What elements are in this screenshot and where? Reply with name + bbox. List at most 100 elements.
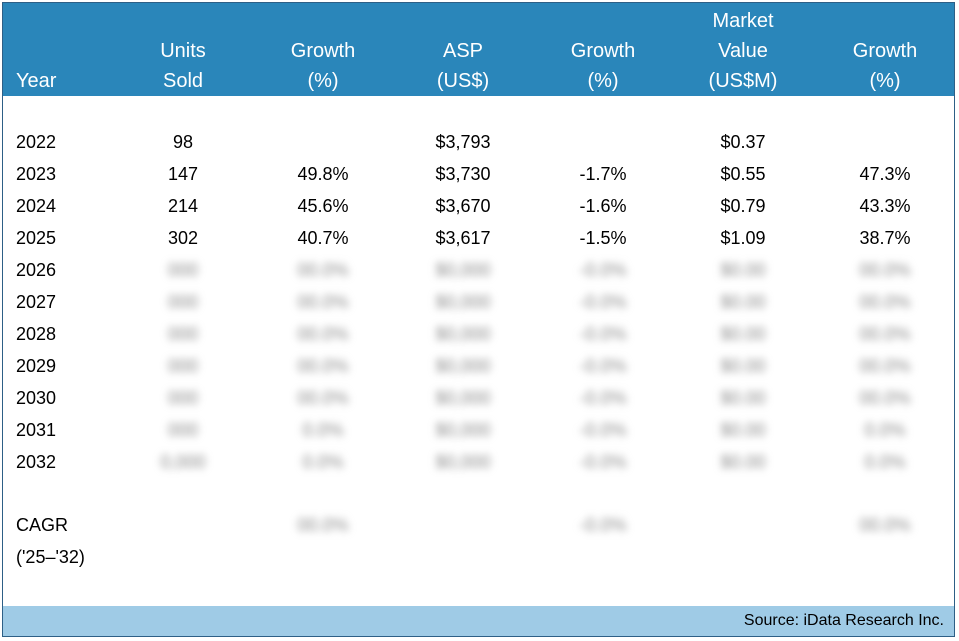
cell-value_growth-2029: 00.0%: [859, 356, 911, 376]
header-asp: ASP (US$): [413, 36, 513, 96]
table-row-2029: 2029 000 00.0% $0,000 -0.0% $0.00 00.0%: [3, 350, 954, 382]
cell-year-2028: 2028: [16, 324, 57, 344]
cell-asp_growth-2027: -0.0%: [579, 292, 627, 312]
header-value-line-1: Market: [712, 10, 774, 32]
cell-value_growth-2030: 00.0%: [859, 388, 911, 408]
cell-value_growth-2023: 47.3%: [859, 164, 911, 184]
header-asp-line-1: ASP: [442, 40, 484, 62]
header-units-line-2: Sold: [162, 70, 204, 92]
cell-value-2023: $0.55: [720, 164, 766, 184]
cell-year-2027: 2027: [16, 292, 57, 312]
cell-year-2032: 2032: [16, 452, 57, 472]
cell-asp-2030: $0,000: [435, 388, 491, 408]
cagr-label-line-2: ('25–'32): [16, 547, 85, 567]
cell-year-2022: 2022: [16, 132, 57, 152]
table-row-2030: 2030 000 00.0% $0,000 -0.0% $0.00 00.0%: [3, 382, 954, 414]
header-value_growth-line-1: Growth: [852, 40, 918, 62]
cagr-asp_growth: -0.0%: [579, 515, 627, 535]
cell-value_growth-2027: 00.0%: [859, 292, 911, 312]
cell-year-2029: 2029: [16, 356, 57, 376]
cell-units-2027: 000: [167, 292, 199, 312]
cagr-value_growth: 00.0%: [859, 515, 911, 535]
cell-asp_growth-2030: -0.0%: [579, 388, 627, 408]
header-asp-line-2: (US$): [436, 70, 490, 92]
cell-units_growth-2030: 00.0%: [297, 388, 349, 408]
cell-asp_growth-2029: -0.0%: [579, 356, 627, 376]
cell-asp-2027: $0,000: [435, 292, 491, 312]
header-units_growth: Growth (%): [273, 36, 373, 96]
table-row-cagr: 00.0% -0.0% 00.0%: [3, 509, 954, 541]
header-value-line-2: Value: [718, 40, 768, 62]
cell-asp_growth-2026: -0.0%: [579, 260, 627, 280]
header-year-line-1: Year: [16, 70, 57, 92]
cell-year-2031: 2031: [16, 420, 57, 440]
table-row-2022: 2022 98 $3,793 $0.37: [3, 126, 954, 158]
cell-asp-2028: $0,000: [435, 324, 491, 344]
cell-units-2029: 000: [167, 356, 199, 376]
cell-units-2026: 000: [167, 260, 199, 280]
cell-units_growth-2024: 45.6%: [297, 196, 349, 216]
cell-units_growth-2029: 00.0%: [297, 356, 349, 376]
source-footer: Source: iData Research Inc.: [3, 606, 954, 636]
cell-value-2027: $0.00: [720, 292, 766, 312]
cell-units-2028: 000: [167, 324, 199, 344]
cell-year-2030: 2030: [16, 388, 57, 408]
cell-value_growth-2026: 00.0%: [859, 260, 911, 280]
cell-units_growth-2028: 00.0%: [297, 324, 349, 344]
cell-value_growth-2025: 38.7%: [859, 228, 911, 248]
cell-value-2030: $0.00: [720, 388, 766, 408]
cell-value_growth-2028: 00.0%: [859, 324, 911, 344]
cell-units-2025: 302: [167, 228, 199, 248]
header-asp_growth-line-1: Growth: [570, 40, 636, 62]
table-row-2028: 2028 000 00.0% $0,000 -0.0% $0.00 00.0%: [3, 318, 954, 350]
table-row-2032: 2032 0,000 0.0% $0,000 -0.0% $0.00 0.0%: [3, 446, 954, 478]
header-asp_growth-line-2: (%): [587, 70, 619, 92]
cell-units_growth-2027: 00.0%: [297, 292, 349, 312]
cell-year-2024: 2024: [16, 196, 57, 216]
cell-value_growth-2031: 0.0%: [864, 420, 906, 440]
header-units_growth-line-2: (%): [307, 70, 339, 92]
table-row-2024: 2024 214 45.6% $3,670 -1.6% $0.79 43.3%: [3, 190, 954, 222]
cagr-label: CAGR ('25–'32): [16, 509, 85, 573]
source-text: Source: iData Research Inc.: [743, 612, 944, 629]
cell-asp_growth-2024: -1.6%: [579, 196, 627, 216]
cell-year-2026: 2026: [16, 260, 57, 280]
table-row-2031: 2031 000 0.0% $0,000 -0.0% $0.00 0.0%: [3, 414, 954, 446]
cell-asp-2025: $3,617: [435, 228, 491, 248]
header-asp_growth: Growth (%): [553, 36, 653, 96]
header-value_growth-line-2: (%): [869, 70, 901, 92]
cell-asp-2029: $0,000: [435, 356, 491, 376]
cell-value-2029: $0.00: [720, 356, 766, 376]
cell-asp-2032: $0,000: [435, 452, 491, 472]
table-row-2027: 2027 000 00.0% $0,000 -0.0% $0.00 00.0%: [3, 286, 954, 318]
cell-asp-2023: $3,730: [435, 164, 491, 184]
cell-value_growth-2024: 43.3%: [859, 196, 911, 216]
cell-value-2028: $0.00: [720, 324, 766, 344]
cell-value-2024: $0.79: [720, 196, 766, 216]
cell-value-2031: $0.00: [720, 420, 766, 440]
header-units-line-1: Units: [160, 40, 206, 62]
cell-units_growth-2025: 40.7%: [297, 228, 349, 248]
header-value_growth: Growth (%): [835, 36, 935, 96]
cagr-label-line-1: CAGR: [16, 515, 69, 535]
cell-units-2024: 214: [167, 196, 199, 216]
cell-units-2022: 98: [172, 132, 194, 152]
header-units_growth-line-1: Growth: [290, 40, 356, 62]
cell-asp-2031: $0,000: [435, 420, 491, 440]
table-row-2026: 2026 000 00.0% $0,000 -0.0% $0.00 00.0%: [3, 254, 954, 286]
header-units: Units Sold: [133, 36, 233, 96]
table-row-2023: 2023 147 49.8% $3,730 -1.7% $0.55 47.3%: [3, 158, 954, 190]
cagr-units_growth: 00.0%: [297, 515, 349, 535]
header-value-line-3: (US$M): [708, 70, 778, 92]
cell-asp-2024: $3,670: [435, 196, 491, 216]
table-row-2025: 2025 302 40.7% $3,617 -1.5% $1.09 38.7%: [3, 222, 954, 254]
cell-asp_growth-2025: -1.5%: [579, 228, 627, 248]
cell-units_growth-2031: 0.0%: [302, 420, 344, 440]
cell-units-2023: 147: [167, 164, 199, 184]
cell-units-2032: 0,000: [160, 452, 206, 472]
cell-value-2032: $0.00: [720, 452, 766, 472]
cell-asp-2022: $3,793: [435, 132, 491, 152]
cell-year-2025: 2025: [16, 228, 57, 248]
cell-value_growth-2032: 0.0%: [864, 452, 906, 472]
table-header: Year Units Sold Growth (%) ASP (US$) Growth (%) M…: [3, 3, 954, 96]
